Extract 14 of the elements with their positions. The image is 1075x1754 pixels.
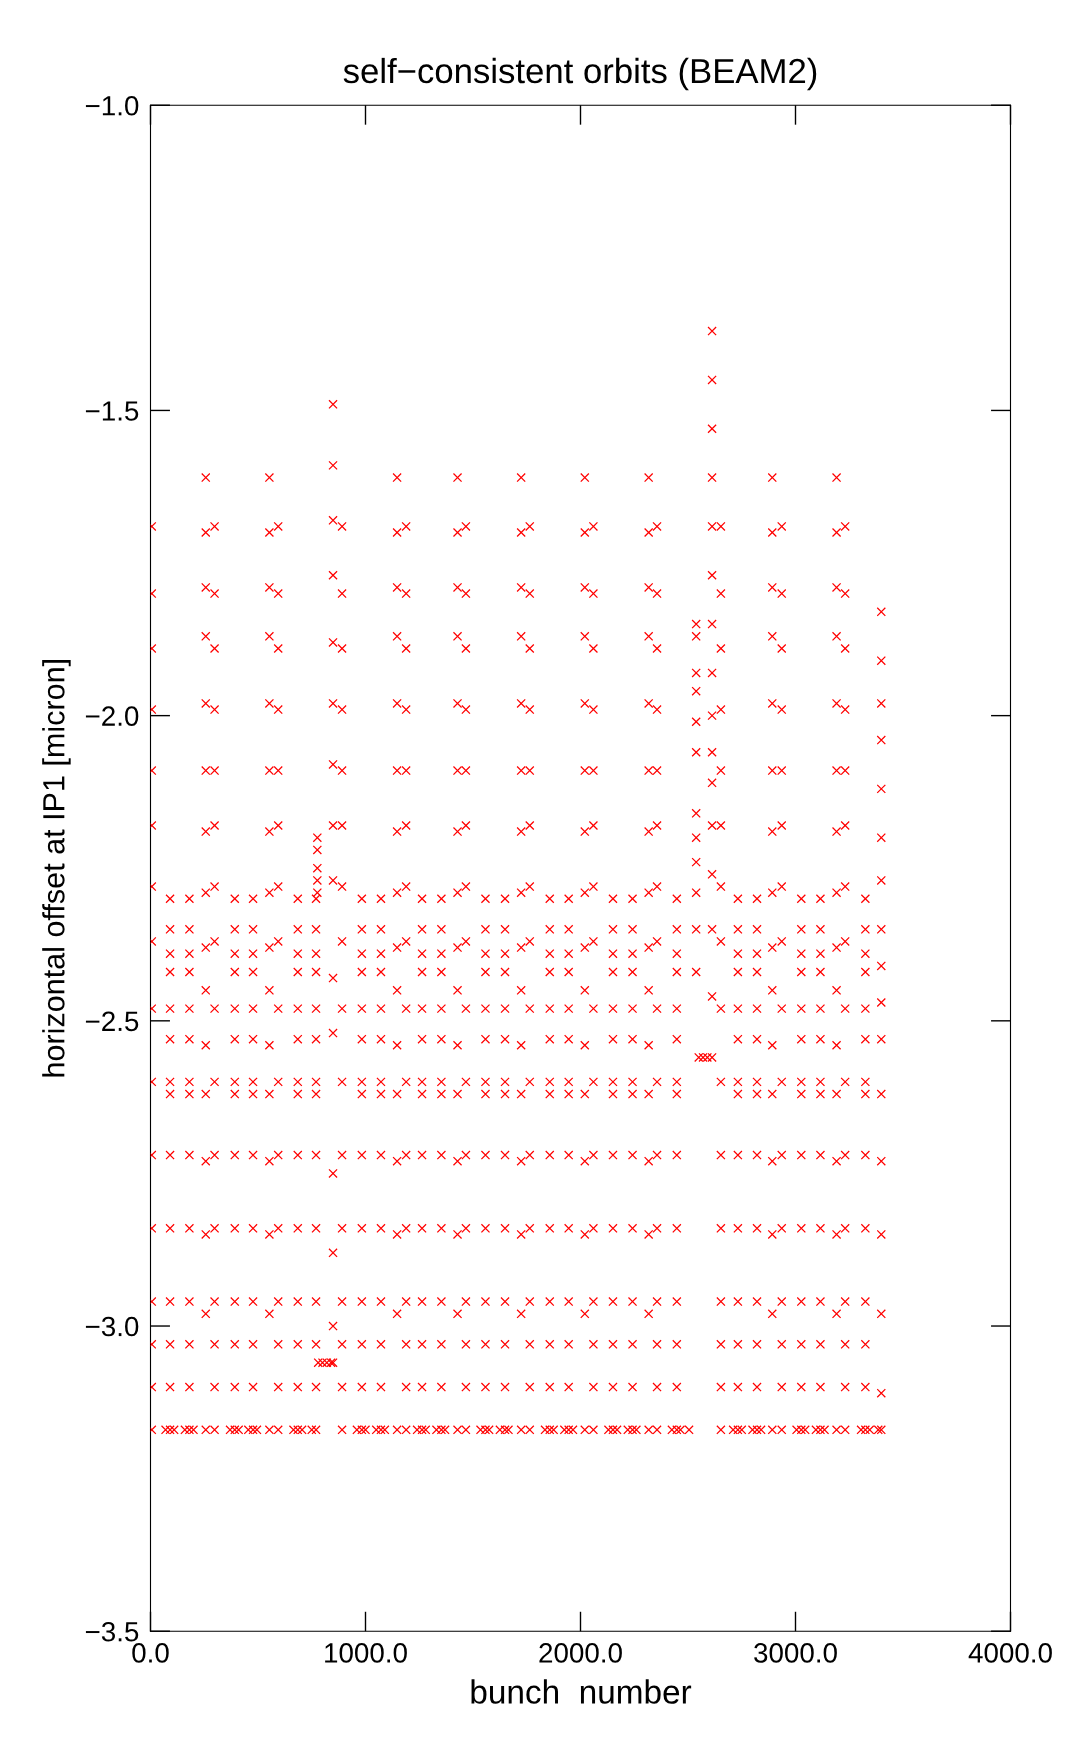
x-tick-label: 4000.0: [968, 1643, 1052, 1663]
y-tick-label: −1.5: [85, 401, 139, 421]
y-tick-label: −1.0: [85, 95, 139, 116]
x-tick-label: 2000.0: [539, 1643, 622, 1663]
x-axis-title: bunch number: [471, 1679, 692, 1704]
x-tick-label: 0.0: [132, 1643, 169, 1663]
y-tick-label: −2.5: [85, 1011, 139, 1032]
y-tick-label: −3.5: [85, 1621, 139, 1642]
y-axis-title: horizontal offset at IP1 [micron]: [42, 660, 71, 1077]
x-tick-label: 3000.0: [754, 1643, 837, 1663]
x-tick-label: 1000.0: [325, 1643, 407, 1663]
chart-title: self−consistent orbits (BEAM2): [343, 57, 817, 91]
y-tick-label: −2.0: [85, 706, 139, 726]
y-tick-label: −3.0: [85, 1316, 139, 1337]
